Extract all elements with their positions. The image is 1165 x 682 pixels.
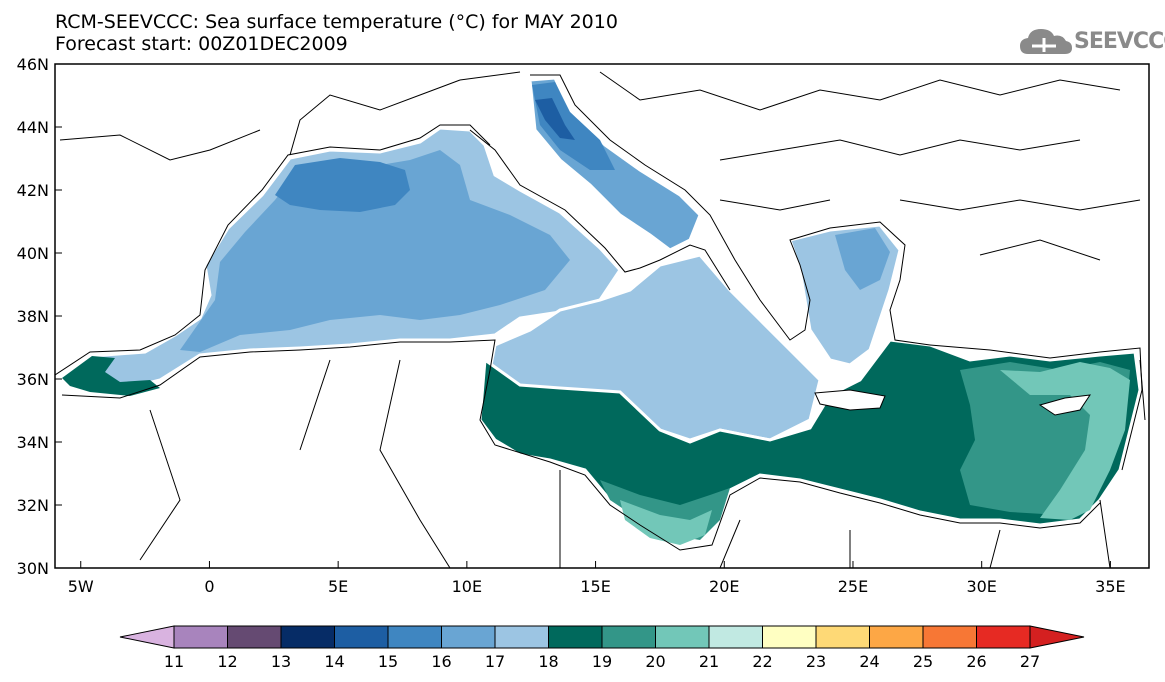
colorbar-tick-label: 21: [699, 652, 719, 671]
colorbar-tick-label: 14: [324, 652, 344, 671]
coastline-north-africa: [61, 339, 1101, 551]
colorbar-swatch: [762, 625, 817, 649]
sst-region-levant-20c: [1000, 362, 1130, 520]
sst-region-gulf-of-lion-15c: [275, 158, 410, 212]
colorbar-tick-label: 12: [217, 652, 237, 671]
sea-surface-temperature-field: [59, 76, 1142, 545]
sst-region-northern-adriatic-14c: [535, 98, 575, 140]
logo-text: SEEVCCC: [1074, 29, 1165, 54]
colorbar-swatch: [548, 625, 603, 649]
colorbar-swatch: [173, 625, 228, 649]
lon-tick-label: 0: [204, 577, 214, 596]
lat-tick-label: 32N: [17, 496, 49, 515]
sst-region-cyrenaica-20c: [620, 500, 712, 545]
colorbar-swatch: [815, 625, 870, 649]
colorbar-tick-label: 11: [164, 652, 184, 671]
lat-tick-label: 40N: [17, 244, 49, 263]
lon-tick-label: 15E: [580, 577, 610, 596]
colorbar-tick-label: 20: [645, 652, 665, 671]
colorbar-swatch: [708, 625, 763, 649]
colorbar-tick-label: 22: [752, 652, 772, 671]
map-title: RCM-SEEVCCC: Sea surface temperature (°C…: [55, 11, 618, 33]
colorbar-swatch: [441, 625, 496, 649]
lat-tick-label: 44N: [17, 118, 49, 137]
coastline-iberia-africa: [55, 124, 491, 376]
longitude-axis: 5W 0 5E 10E 15E 20E 25E 30E 35E: [68, 561, 1126, 596]
colorbar-swatch: [976, 625, 1031, 649]
cloud-icon: [1020, 29, 1072, 54]
coastlines-and-borders: [55, 71, 1146, 568]
lon-tick-label: 10E: [452, 577, 482, 596]
sst-region-aegean-16c: [835, 228, 890, 290]
colorbar-tick-label: 13: [271, 652, 291, 671]
lon-tick-label: 5E: [328, 577, 348, 596]
colorbar-swatch: [280, 625, 335, 649]
colorbar-tick-label: 15: [378, 652, 398, 671]
island-crete: [814, 389, 886, 411]
colorbar-tick-label: 24: [859, 652, 879, 671]
colorbar-swatch: [334, 625, 389, 649]
colorbar-swatch: [922, 625, 977, 649]
coastline-italy: [469, 129, 731, 291]
colorbar-tick-label: 23: [806, 652, 826, 671]
colorbar-swatch: [227, 625, 282, 649]
colorbar-tick-label: 18: [538, 652, 558, 671]
colorbar-tick-label: 16: [431, 652, 451, 671]
coastline-balkans: [530, 74, 931, 346]
seevccc-logo: SEEVCCC: [1018, 24, 1165, 58]
colorbar-swatch: [655, 625, 710, 649]
latitude-axis: 46N 44N 42N 40N 38N 36N 34N 32N 30N: [17, 55, 62, 578]
colorbar-tick-label: 27: [1020, 652, 1040, 671]
colorbar: 11 12 13 14 15 16 17 18 19 20 21 22 23 24 25 26 27: [119, 625, 1085, 671]
colorbar-swatch: [387, 625, 442, 649]
island-cyprus: [1038, 394, 1092, 416]
lat-tick-label: 42N: [17, 181, 49, 200]
colorbar-tick-label: 19: [592, 652, 612, 671]
colorbar-swatch: [869, 625, 924, 649]
sst-region-western-16c: [180, 150, 570, 352]
colorbar-tick-label: 25: [913, 652, 933, 671]
colorbar-tick-label: 26: [966, 652, 986, 671]
lat-tick-label: 38N: [17, 307, 49, 326]
lon-tick-label: 25E: [838, 577, 868, 596]
colorbar-upper-arrow: [1029, 625, 1085, 649]
colorbar-lower-arrow: [119, 625, 175, 649]
sst-region-adriatic-15c: [532, 82, 615, 170]
lat-tick-label: 46N: [17, 55, 49, 74]
sst-region-alboran-18c: [62, 356, 160, 396]
lat-tick-label: 36N: [17, 370, 49, 389]
colorbar-swatch: [494, 625, 549, 649]
lon-tick-label: 30E: [966, 577, 996, 596]
lat-tick-label: 34N: [17, 433, 49, 452]
country-borders: [59, 71, 1146, 568]
forecast-start-label: Forecast start: 00Z01DEC2009: [55, 33, 348, 55]
coastline-levant: [929, 344, 1143, 471]
lon-tick-label: 5W: [68, 577, 94, 596]
colorbar-tick-label: 17: [485, 652, 505, 671]
lat-tick-label: 30N: [17, 559, 49, 578]
lon-tick-label: 20E: [709, 577, 739, 596]
colorbar-swatch: [601, 625, 656, 649]
lon-tick-label: 35E: [1095, 577, 1125, 596]
